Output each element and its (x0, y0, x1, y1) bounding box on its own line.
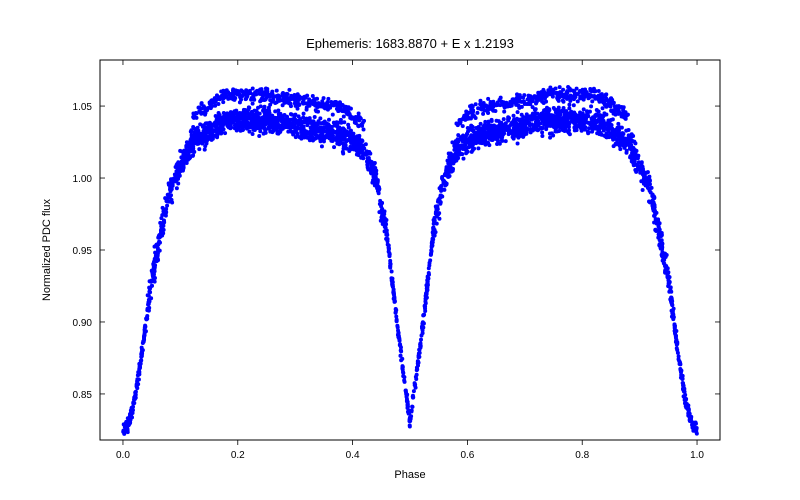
svg-text:0.0: 0.0 (116, 450, 130, 461)
svg-text:0.8: 0.8 (575, 450, 589, 461)
svg-text:0.95: 0.95 (73, 246, 93, 257)
svg-text:1.0: 1.0 (690, 450, 704, 461)
svg-text:1.00: 1.00 (73, 174, 93, 185)
svg-text:0.2: 0.2 (231, 450, 245, 461)
svg-text:0.85: 0.85 (73, 390, 93, 401)
chart-container: 0.0 0.2 0.4 0.6 0.8 1.0 0.85 0.90 0.95 1.00 1.05 Ph… (0, 0, 800, 500)
svg-text:0.6: 0.6 (460, 450, 474, 461)
svg-text:0.90: 0.90 (73, 318, 93, 329)
svg-text:0.4: 0.4 (346, 450, 360, 461)
svg-text:Normalized PDC flux: Normalized PDC flux (41, 198, 53, 301)
svg-text:Phase: Phase (394, 469, 425, 481)
svg-text:Ephemeris: 1683.8870 + E x 1.2: Ephemeris: 1683.8870 + E x 1.2193 (306, 36, 514, 51)
scatter-chart: 0.0 0.2 0.4 0.6 0.8 1.0 0.85 0.90 0.95 1.00 1.05 Ph… (0, 0, 800, 500)
svg-text:1.05: 1.05 (73, 102, 93, 113)
